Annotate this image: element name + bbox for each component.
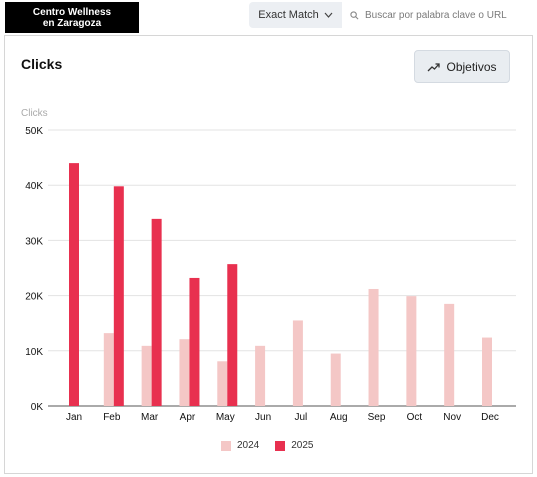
- legend-item-2025[interactable]: 2025: [275, 440, 314, 451]
- x-tick-label: Oct: [407, 412, 423, 423]
- bar-2025-may: [227, 264, 238, 406]
- legend-item-2024[interactable]: 2024: [221, 440, 259, 451]
- bar-2024-dec: [482, 337, 492, 406]
- objectives-button[interactable]: Objetivos: [414, 50, 510, 83]
- bar-2024-jun: [255, 345, 266, 406]
- y-tick-label: 40K: [25, 181, 43, 192]
- legend-label-2024: 2024: [237, 440, 260, 451]
- y-axis-label: Clicks: [21, 108, 48, 119]
- brand-line-2: en Zaragoza: [42, 17, 102, 29]
- search-input[interactable]: [365, 9, 535, 21]
- search-bar[interactable]: [342, 2, 537, 28]
- match-type-label: Exact Match: [258, 9, 319, 21]
- bar-2025-feb: [113, 186, 124, 406]
- y-tick-label: 20K: [25, 292, 43, 303]
- x-tick-label: Jul: [295, 412, 308, 423]
- y-tick-label: 30K: [25, 236, 43, 247]
- brand-logo: Centro Wellness en Zaragoza: [5, 2, 139, 33]
- x-tick-label: Aug: [330, 412, 348, 423]
- x-tick-label: Mar: [141, 412, 159, 423]
- x-tick-label: May: [216, 412, 235, 423]
- match-type-dropdown[interactable]: Exact Match: [249, 2, 342, 28]
- x-tick-label: Feb: [103, 412, 121, 423]
- card-title: Clicks: [21, 56, 63, 72]
- y-tick-label: 0K: [31, 402, 44, 413]
- chart-legend: 2024 2025: [221, 440, 314, 451]
- legend-swatch-2025: [275, 440, 286, 451]
- chevron-down-icon: [324, 12, 333, 18]
- bar-2025-mar: [151, 218, 162, 406]
- bar-2025-apr: [189, 277, 200, 406]
- bar-2024-jul: [292, 320, 303, 406]
- x-tick-label: Jun: [255, 412, 271, 423]
- bar-2024-nov: [444, 303, 455, 406]
- bar-2024-sep: [368, 288, 379, 406]
- bar-2024-may: [217, 361, 228, 406]
- x-tick-label: Jan: [66, 412, 82, 423]
- legend-label-2025: 2025: [291, 440, 314, 451]
- search-icon: [350, 10, 359, 19]
- bar-2024-oct: [406, 296, 417, 406]
- brand-line-1: Centro Wellness: [32, 6, 112, 18]
- x-tick-label: Dec: [481, 412, 499, 423]
- x-tick-label: Sep: [368, 412, 386, 423]
- bar-2024-feb: [103, 333, 114, 406]
- trending-up-icon: [428, 62, 441, 71]
- bar-2024-aug: [330, 353, 341, 406]
- x-tick-label: Nov: [443, 412, 461, 423]
- bar-2025-jan: [69, 163, 79, 406]
- x-tick-label: Apr: [180, 412, 196, 423]
- objectives-label: Objetivos: [446, 59, 497, 74]
- legend-swatch-2024: [221, 440, 231, 451]
- y-tick-label: 10K: [25, 347, 43, 358]
- bar-2024-mar: [141, 345, 152, 406]
- y-tick-label: 50K: [25, 126, 43, 137]
- bar-2024-apr: [179, 339, 190, 406]
